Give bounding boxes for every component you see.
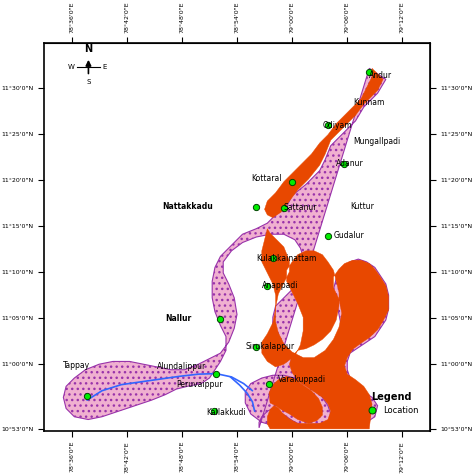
Text: Andur: Andur [369, 71, 392, 80]
Text: Mungallpadi: Mungallpadi [353, 137, 400, 146]
Text: Sirukalappur: Sirukalappur [245, 342, 294, 351]
Text: Kottaral: Kottaral [251, 174, 281, 183]
Text: S: S [86, 79, 91, 85]
Text: Sattanur: Sattanur [284, 203, 318, 212]
Polygon shape [262, 228, 389, 429]
Text: Nattakkadu: Nattakkadu [163, 202, 213, 211]
Text: Alundalippur: Alundalippur [157, 363, 206, 372]
Text: Kunnam: Kunnam [353, 98, 384, 107]
Text: E: E [103, 64, 107, 70]
Text: Kallakkudi: Kallakkudi [207, 409, 246, 418]
Text: Kulakkainattam: Kulakkainattam [256, 254, 317, 263]
Text: Gudalur: Gudalur [334, 231, 364, 240]
Text: N: N [84, 44, 92, 54]
Text: W: W [67, 64, 74, 70]
Text: Peruvaippur: Peruvaippur [176, 380, 223, 389]
Polygon shape [264, 68, 383, 218]
Text: Adanur: Adanur [336, 159, 364, 168]
Text: Nallur: Nallur [165, 314, 191, 323]
Text: Tappay: Tappay [64, 361, 91, 370]
Text: Kuttur: Kuttur [350, 202, 374, 211]
Text: Varakuppadi: Varakuppadi [278, 375, 327, 384]
Polygon shape [64, 68, 389, 428]
Text: Odiyam: Odiyam [322, 121, 352, 130]
Text: Anappadi: Anappadi [262, 281, 298, 290]
Legend: Location: Location [361, 389, 422, 419]
